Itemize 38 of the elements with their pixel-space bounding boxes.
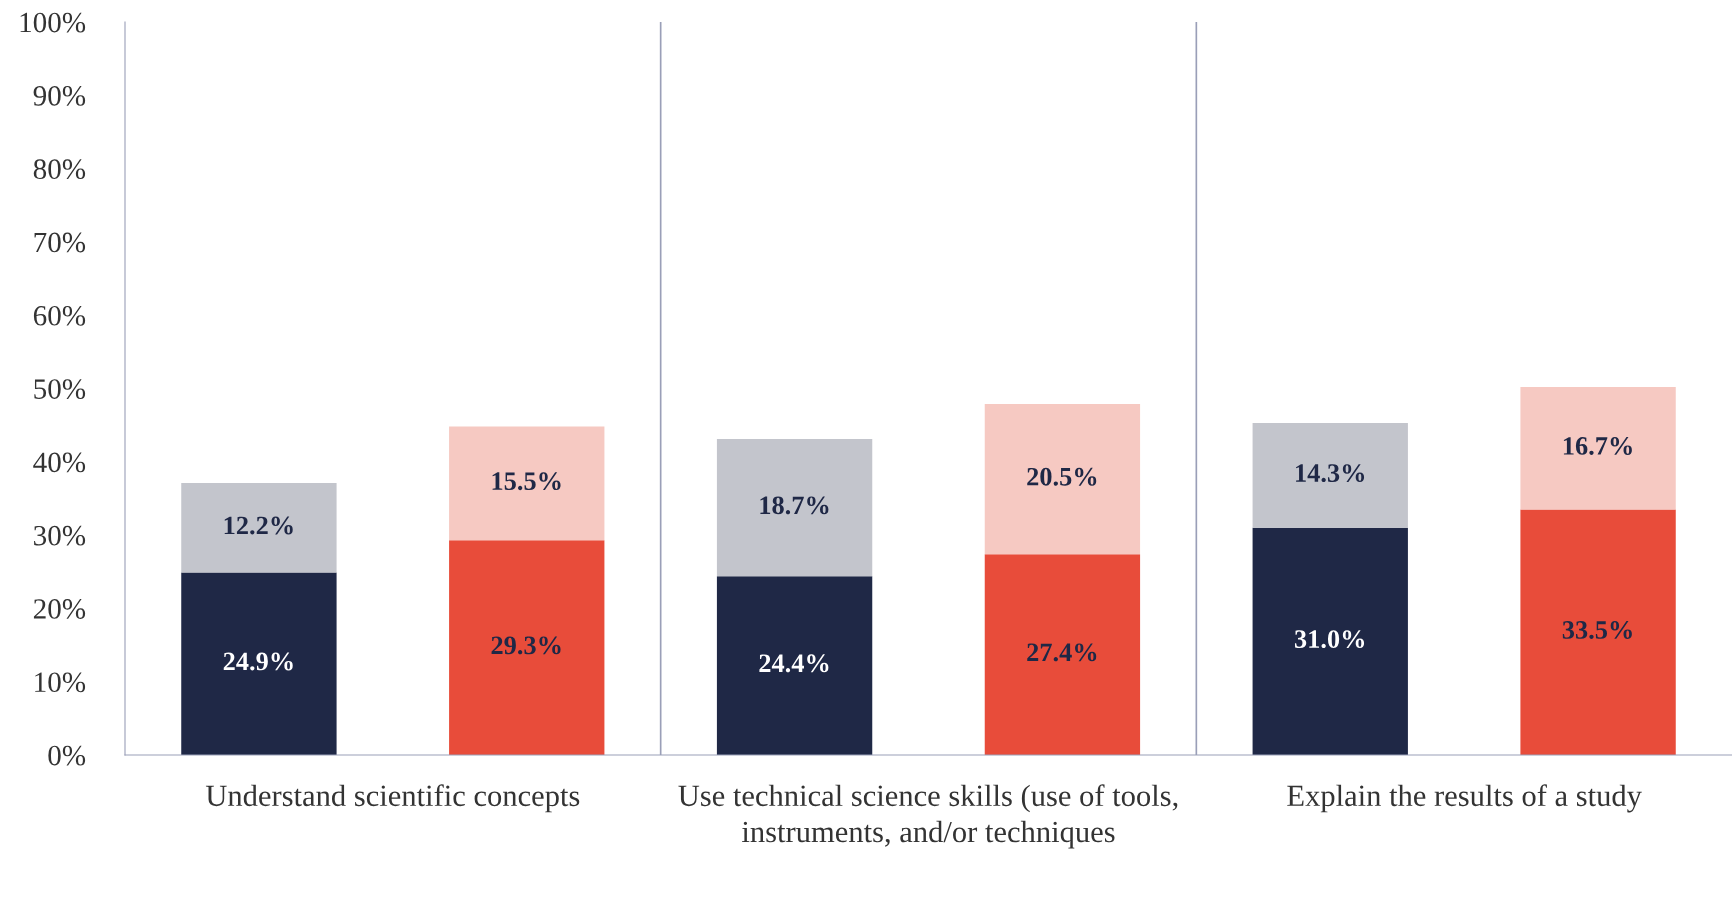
- bar: [449, 540, 605, 755]
- y-tick-label: 60%: [33, 305, 86, 326]
- text: Explain the results of a study: [1287, 784, 1642, 813]
- bar: [984, 403, 1141, 555]
- data-label: 12.2%: [224, 516, 293, 535]
- bar: [716, 439, 873, 577]
- y-tick-label: 70%: [34, 232, 86, 253]
- text: Use technical science skills (use of tools, instruments, and/or techniques: [678, 784, 1178, 849]
- bar: [1252, 527, 1408, 755]
- bar: [1520, 387, 1676, 510]
- bar: [1520, 509, 1676, 755]
- y-tick-label: 40%: [33, 452, 86, 473]
- data-label: 31.0%: [1294, 630, 1365, 649]
- bar: [449, 426, 605, 541]
- data-label: 14.3%: [1296, 464, 1365, 483]
- bar: [1252, 422, 1408, 528]
- y-tick-label: 100%: [20, 12, 86, 33]
- bar: [716, 576, 873, 755]
- data-label: 29.3%: [491, 636, 561, 655]
- y-tick-label: 90%: [33, 86, 86, 106]
- data-label: 15.5%: [492, 472, 561, 491]
- data-label: 16.7%: [1563, 437, 1632, 455]
- y-tick-label: 0%: [48, 745, 86, 766]
- y-tick-label: 10%: [35, 672, 86, 693]
- bar: [181, 572, 337, 755]
- data-label: 18.7%: [760, 496, 829, 515]
- data-label: 24.9%: [223, 652, 293, 671]
- bar: [181, 483, 337, 573]
- text: Understand scientific concepts: [205, 784, 580, 813]
- y-tick-label: 50%: [34, 379, 86, 399]
- data-label: 33.5%: [1562, 621, 1632, 639]
- bar: [984, 554, 1141, 755]
- y-tick-label: 30%: [34, 525, 86, 546]
- data-label: 20.5%: [1027, 467, 1097, 486]
- data-label: 24.4%: [759, 654, 829, 673]
- y-tick-label: 20%: [33, 599, 86, 619]
- y-tick-label: 80%: [33, 159, 86, 180]
- data-label: 27.4%: [1027, 643, 1097, 662]
